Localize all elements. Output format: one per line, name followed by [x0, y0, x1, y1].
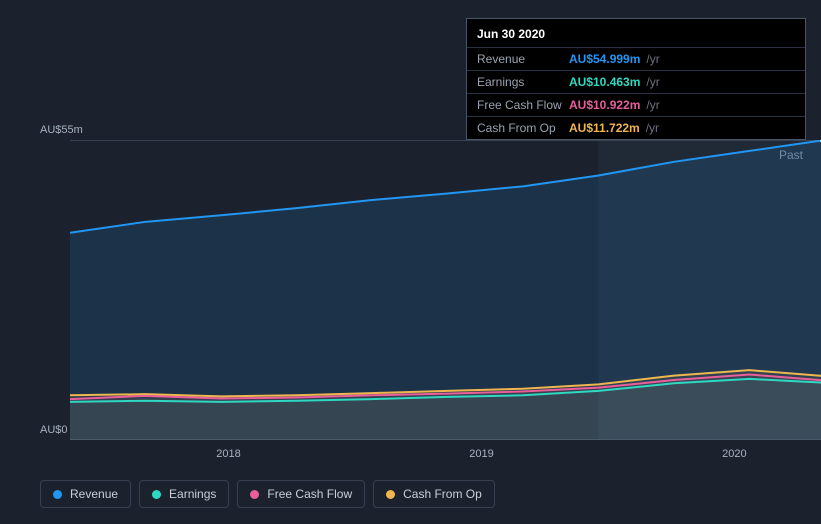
tooltip-unit: /yr — [646, 121, 659, 135]
tooltip-row: Earnings AU$10.463m /yr — [467, 70, 805, 93]
chart-tooltip: Jun 30 2020 Revenue AU$54.999m /yr Earni… — [466, 18, 806, 140]
legend-item-free-cash-flow[interactable]: Free Cash Flow — [237, 480, 365, 508]
financial-chart: Jun 30 2020 Revenue AU$54.999m /yr Earni… — [20, 0, 821, 524]
tooltip-row: Free Cash Flow AU$10.922m /yr — [467, 93, 805, 116]
tooltip-row: Cash From Op AU$11.722m /yr — [467, 116, 805, 139]
tooltip-value: AU$54.999m — [569, 52, 640, 66]
x-tick: 2020 — [722, 448, 746, 460]
x-tick: 2019 — [469, 448, 493, 460]
tooltip-unit: /yr — [646, 75, 659, 89]
legend-swatch — [53, 490, 62, 499]
legend-item-cash-from-op[interactable]: Cash From Op — [373, 480, 495, 508]
legend-swatch — [250, 490, 259, 499]
tooltip-row: Revenue AU$54.999m /yr — [467, 47, 805, 70]
legend-item-earnings[interactable]: Earnings — [139, 480, 229, 508]
tooltip-metric-label: Cash From Op — [477, 121, 569, 135]
tooltip-metric-label: Revenue — [477, 52, 569, 66]
tooltip-unit: /yr — [646, 98, 659, 112]
tooltip-value: AU$11.722m — [569, 121, 640, 135]
chart-legend: Revenue Earnings Free Cash Flow Cash Fro… — [40, 480, 495, 508]
x-axis: 2018 2019 2020 — [70, 448, 821, 464]
legend-item-revenue[interactable]: Revenue — [40, 480, 131, 508]
y-axis-max-label: AU$55m — [40, 124, 83, 136]
chart-plot[interactable] — [70, 140, 821, 440]
legend-label: Free Cash Flow — [267, 487, 352, 501]
tooltip-unit: /yr — [646, 52, 659, 66]
tooltip-date: Jun 30 2020 — [467, 19, 805, 47]
legend-swatch — [152, 490, 161, 499]
legend-label: Earnings — [169, 487, 216, 501]
legend-label: Cash From Op — [403, 487, 482, 501]
tooltip-metric-label: Free Cash Flow — [477, 98, 569, 112]
tooltip-metric-label: Earnings — [477, 75, 569, 89]
legend-swatch — [386, 490, 395, 499]
legend-label: Revenue — [70, 487, 118, 501]
tooltip-value: AU$10.922m — [569, 98, 640, 112]
tooltip-value: AU$10.463m — [569, 75, 640, 89]
x-tick: 2018 — [216, 448, 240, 460]
y-axis-min-label: AU$0 — [40, 424, 68, 436]
